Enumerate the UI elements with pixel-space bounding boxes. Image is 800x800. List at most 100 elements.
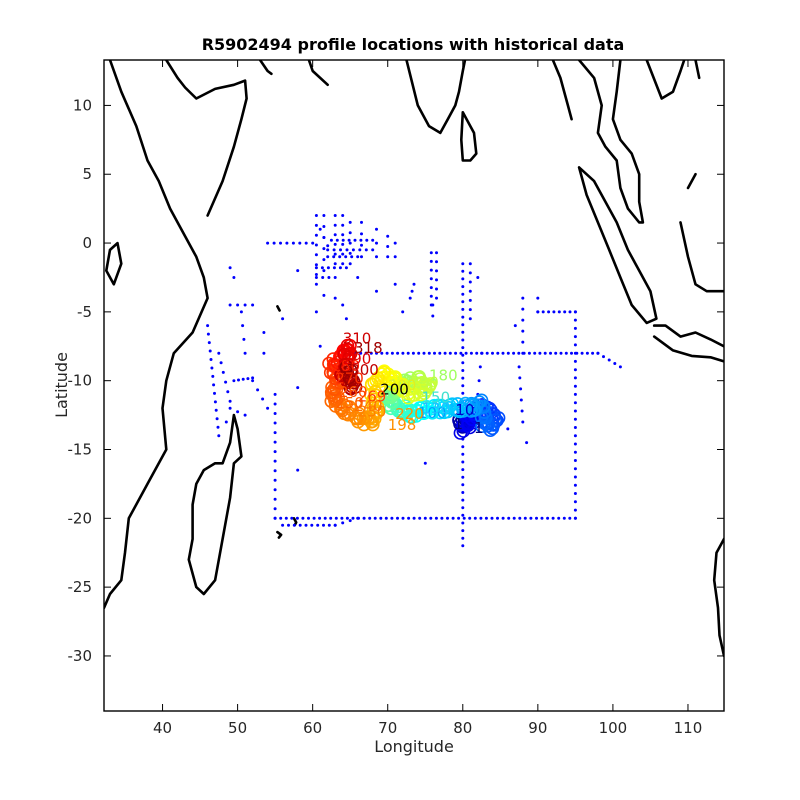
historical-point [521,420,525,424]
historical-point [206,332,210,336]
profile-number-label: 300 [350,361,379,379]
historical-point [468,516,472,520]
historical-point [478,365,482,369]
historical-point [461,315,465,319]
coastline-path [104,60,209,610]
historical-point [434,516,438,520]
historical-point [359,351,363,355]
profile-point [343,363,358,378]
historical-point [479,516,483,520]
profile-number-label: 290 [343,350,372,368]
historical-point [314,273,318,276]
historical-point [279,516,283,520]
historical-point [243,303,247,307]
historical-point [475,351,479,355]
historical-point [396,351,400,355]
y-tick-label: -10 [68,372,93,390]
historical-point [243,351,247,355]
historical-point [454,351,458,355]
historical-point [273,516,277,520]
historical-point [429,251,433,255]
historical-point [501,516,505,520]
historical-point [585,351,589,355]
historical-point [536,310,540,314]
historical-point [380,351,384,355]
historical-point [411,351,415,355]
historical-point [433,351,436,355]
profile-number-label: 240 [354,397,383,415]
historical-point [318,227,322,231]
historical-point [314,243,318,247]
historical-point [332,266,336,270]
historical-point [429,259,433,263]
historical-point [512,516,516,520]
historical-point [386,234,390,238]
historical-point [390,351,394,355]
historical-point [517,351,521,355]
historical-point [521,318,525,322]
historical-point [251,376,255,380]
historical-point [228,406,232,410]
coastline-path [645,60,686,100]
historical-point [533,351,537,355]
historical-point [461,475,465,479]
historical-point [519,398,523,402]
profile-point [344,372,358,387]
historical-point [360,232,363,236]
historical-point [461,361,465,365]
historical-point [573,417,577,421]
historical-point [329,238,333,242]
historical-point [496,516,499,520]
historical-point [356,255,360,259]
historical-point [291,241,295,245]
historical-point [322,214,326,217]
historical-point [412,282,416,286]
historical-point [206,324,210,328]
historical-point [298,523,302,527]
historical-point [401,351,405,355]
y-tick-label: 0 [82,234,92,252]
historical-point [496,351,500,355]
historical-point [461,468,465,472]
historical-point [341,238,345,242]
historical-point [573,467,577,471]
historical-point [461,521,465,525]
historical-point [393,282,397,286]
historical-point [484,516,488,520]
historical-point [423,461,427,465]
x-tick-label: 50 [228,719,247,737]
historical-point [418,516,422,520]
historical-point [468,271,472,275]
y-tick-label: -20 [68,509,93,527]
historical-point [573,492,577,495]
historical-point [457,516,461,520]
historical-point [273,497,277,501]
historical-point [431,303,435,307]
profile-number-label: 270 [335,369,364,387]
coastline-path [276,305,281,312]
historical-point [322,258,326,262]
historical-point [461,300,465,304]
historical-point [563,310,567,314]
historical-point [461,452,465,456]
historical-point [473,516,477,520]
historical-point [480,351,484,355]
historical-point [273,488,277,492]
historical-point [461,338,465,342]
historical-point [322,523,325,527]
historical-point [209,358,213,361]
historical-point [429,286,433,290]
historical-point [356,276,360,279]
historical-point [304,523,308,527]
historical-point [580,351,584,355]
historical-point [573,401,577,405]
historical-point [429,294,433,298]
historical-point [517,365,521,369]
historical-point [573,326,577,330]
historical-point [485,351,489,355]
historical-point [476,276,480,279]
historical-point [559,351,563,355]
historical-point [322,247,326,251]
